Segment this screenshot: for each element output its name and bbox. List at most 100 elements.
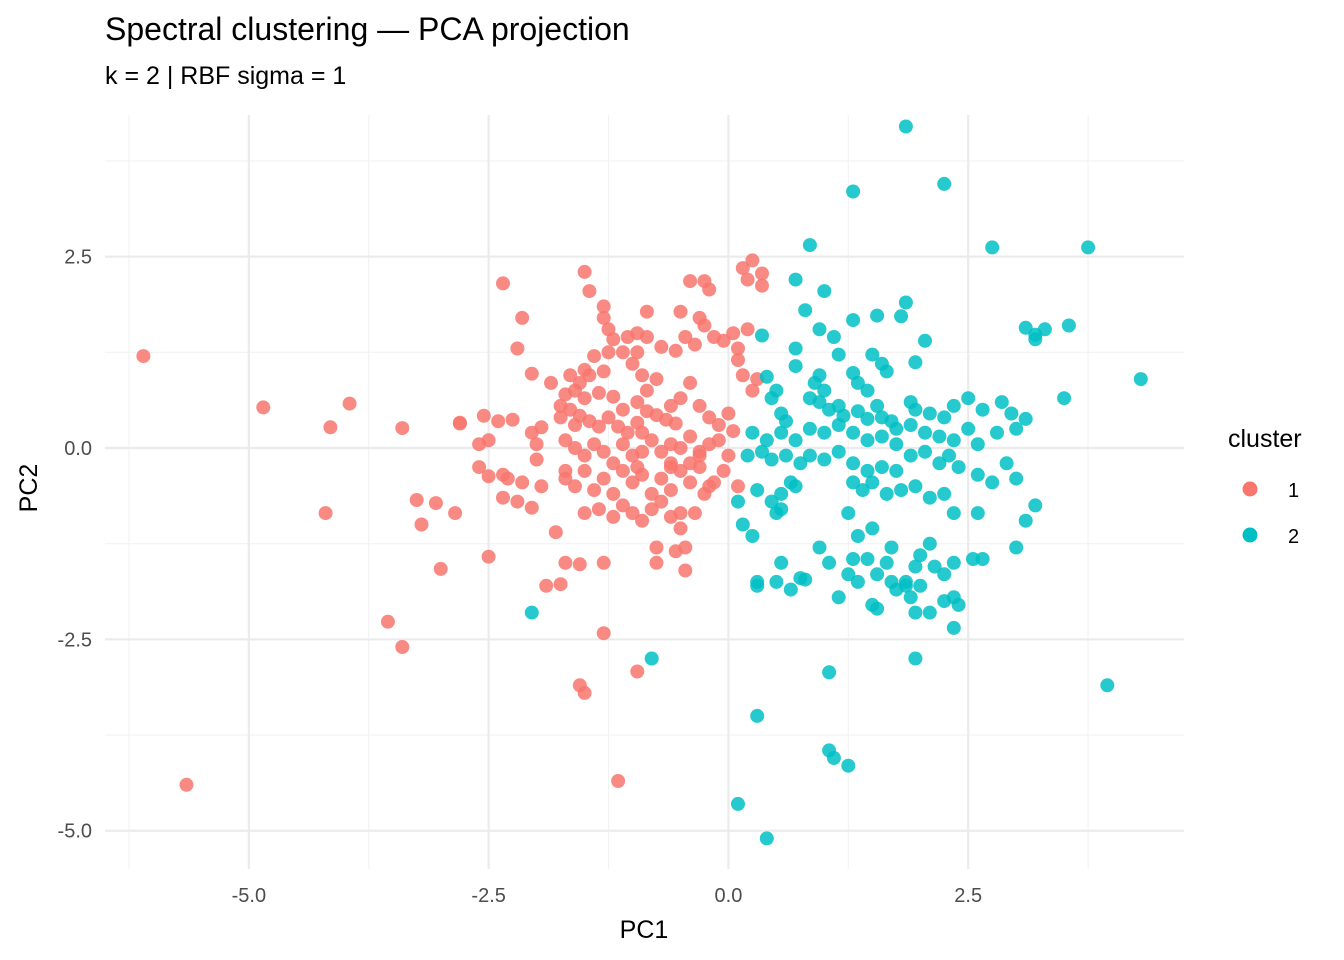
data-point-cluster-2 — [822, 555, 837, 570]
data-point-cluster-2 — [826, 330, 841, 344]
data-point-cluster-2 — [874, 460, 889, 475]
data-point-cluster-1 — [630, 664, 645, 679]
data-point-cluster-2 — [1057, 391, 1072, 406]
data-point-cluster-1 — [529, 452, 544, 467]
data-point-cluster-1 — [318, 506, 333, 521]
data-point-cluster-2 — [731, 796, 745, 811]
data-point-cluster-2 — [946, 620, 961, 635]
data-point-cluster-1 — [611, 774, 626, 788]
data-point-cluster-2 — [731, 494, 745, 509]
data-point-cluster-1 — [678, 563, 693, 578]
data-point-cluster-1 — [673, 391, 688, 406]
legend-title: cluster — [1228, 425, 1302, 453]
data-point-cluster-1 — [472, 437, 487, 452]
data-point-cluster-1 — [136, 349, 151, 364]
data-point-cluster-2 — [846, 313, 861, 328]
data-point-cluster-2 — [798, 572, 813, 587]
data-point-cluster-2 — [894, 483, 909, 498]
data-point-cluster-2 — [879, 555, 894, 570]
legend-item-2: 2 — [1242, 526, 1299, 548]
data-point-cluster-1 — [630, 460, 645, 475]
data-point-cluster-2 — [759, 831, 774, 846]
data-point-cluster-1 — [591, 502, 606, 517]
data-point-cluster-2 — [755, 328, 769, 343]
data-point-cluster-2 — [769, 574, 784, 589]
data-point-cluster-2 — [951, 597, 966, 612]
data-point-cluster-1 — [735, 368, 750, 383]
data-point-cluster-2 — [831, 347, 846, 362]
data-point-cluster-2 — [879, 486, 894, 501]
data-point-cluster-1 — [558, 555, 573, 570]
data-point-cluster-1 — [515, 310, 530, 325]
data-point-cluster-1 — [711, 418, 726, 432]
data-point-cluster-1 — [524, 366, 539, 381]
data-point-cluster-2 — [846, 456, 861, 471]
data-point-cluster-1 — [692, 310, 707, 325]
data-point-cluster-1 — [615, 402, 630, 417]
data-point-cluster-1 — [683, 375, 698, 390]
data-point-cluster-1 — [534, 420, 549, 435]
data-point-cluster-2 — [889, 463, 904, 478]
data-point-cluster-2 — [970, 437, 985, 452]
data-point-cluster-1 — [587, 483, 602, 498]
data-point-cluster-2 — [826, 751, 841, 765]
data-point-cluster-2 — [817, 383, 832, 398]
data-point-cluster-1 — [577, 448, 592, 463]
data-point-cluster-2 — [1009, 471, 1024, 486]
x-tick-label: -2.5 — [471, 885, 505, 907]
data-point-cluster-2 — [918, 425, 932, 440]
data-point-cluster-2 — [903, 590, 918, 605]
data-point-cluster-1 — [745, 253, 760, 268]
y-tick-label: -5.0 — [58, 821, 92, 843]
data-point-cluster-2 — [994, 395, 1009, 410]
legend-key-2 — [1242, 527, 1258, 543]
data-point-cluster-2 — [812, 540, 827, 555]
data-point-cluster-2 — [879, 364, 894, 379]
data-point-cluster-2 — [865, 347, 880, 362]
data-point-cluster-1 — [496, 490, 510, 505]
data-point-cluster-1 — [448, 506, 463, 521]
data-point-cluster-2 — [841, 758, 856, 773]
data-point-cluster-1 — [635, 425, 650, 440]
data-point-cluster-1 — [505, 412, 520, 427]
data-point-cluster-2 — [1018, 411, 1033, 426]
data-point-cluster-2 — [889, 421, 904, 436]
data-point-cluster-2 — [990, 425, 1004, 440]
data-point-cluster-1 — [515, 475, 530, 490]
data-point-cluster-2 — [779, 414, 793, 429]
data-point-cluster-2 — [889, 437, 904, 452]
data-point-cluster-2 — [524, 605, 539, 620]
data-point-cluster-2 — [951, 460, 966, 475]
data-point-cluster-2 — [745, 529, 760, 543]
data-point-cluster-1 — [649, 555, 664, 570]
data-point-cluster-2 — [908, 559, 923, 574]
data-point-cluster-2 — [922, 490, 937, 505]
data-point-cluster-1 — [716, 463, 731, 478]
data-point-cluster-1 — [596, 471, 611, 486]
data-point-cluster-2 — [750, 708, 765, 723]
data-point-cluster-2 — [1009, 421, 1024, 436]
data-point-cluster-2 — [898, 574, 913, 589]
data-point-cluster-1 — [673, 304, 688, 319]
data-point-cluster-1 — [601, 345, 616, 360]
data-points — [136, 119, 1148, 846]
data-point-cluster-2 — [913, 578, 928, 593]
data-point-cluster-1 — [639, 330, 654, 344]
data-point-cluster-1 — [395, 421, 410, 436]
legend-label-2: 2 — [1288, 526, 1299, 548]
data-point-cluster-1 — [572, 557, 587, 572]
x-tick-label: 2.5 — [954, 885, 982, 907]
data-point-cluster-1 — [539, 578, 554, 593]
data-point-cluster-1 — [563, 368, 578, 383]
data-point-cluster-2 — [855, 483, 870, 498]
data-point-cluster-1 — [428, 496, 443, 511]
data-point-cluster-1 — [577, 463, 592, 478]
data-point-cluster-1 — [663, 398, 678, 413]
data-point-cluster-2 — [908, 479, 923, 494]
data-point-cluster-2 — [870, 398, 885, 413]
data-point-cluster-2 — [889, 582, 904, 597]
data-point-cluster-1 — [721, 448, 736, 463]
legend: cluster 1 2 — [1228, 425, 1302, 548]
data-point-cluster-2 — [903, 418, 918, 432]
data-point-cluster-1 — [683, 274, 698, 289]
